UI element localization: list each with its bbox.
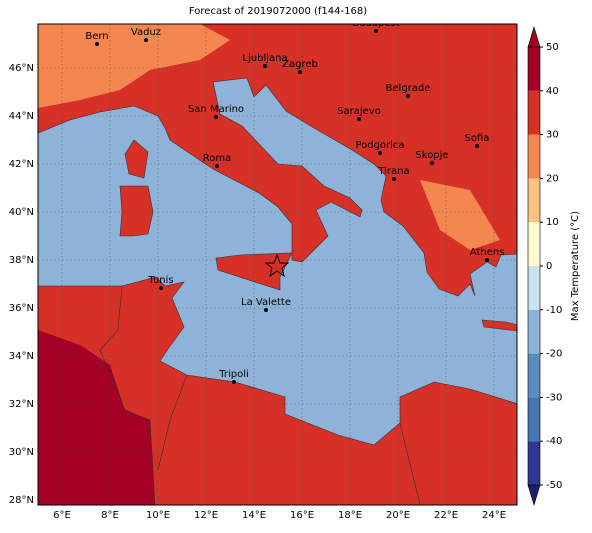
city-dot (298, 70, 302, 74)
y-tick-label: 42°N (9, 159, 34, 170)
x-tick-label: 16°E (290, 510, 314, 521)
colorbar-tick-label: -50 (546, 480, 562, 491)
star-marker (264, 253, 290, 278)
colorbar-label: Max Temperature (°C) (570, 211, 581, 321)
warm-patch (420, 180, 500, 250)
city-label: Sofia (465, 133, 490, 144)
x-tick-label: 14°E (242, 510, 266, 521)
crete (481, 319, 517, 332)
colorbar-band (528, 178, 540, 223)
city-label: La Valette (241, 297, 291, 308)
city-label: Vaduz (131, 27, 161, 38)
colorbar-tick-label: 30 (546, 130, 559, 141)
sardinia (119, 185, 154, 237)
city-dot (215, 164, 219, 168)
map-frame (37, 23, 518, 506)
city-dot (144, 38, 148, 42)
colorbar: -50 -40 -30 -20 -10 0 10 20 30 40 50 Max Temperatur… (527, 25, 581, 507)
colorbar-tick-label: 50 (546, 42, 559, 53)
city-dot (264, 308, 268, 312)
city-dot (232, 380, 236, 384)
city-label: Athens (470, 247, 505, 258)
city-label: Zagreb (282, 59, 318, 70)
y-tick-label: 46°N (9, 63, 34, 74)
y-tick-label: 38°N (9, 255, 34, 266)
x-tick-label: 18°E (338, 510, 362, 521)
city-label: Tunis (147, 275, 173, 286)
y-tick-label: 34°N (9, 351, 34, 362)
y-tick-label: 40°N (9, 207, 34, 218)
x-tick-label: 10°E (146, 510, 170, 521)
city-label: Sarajevo (337, 106, 381, 117)
warm-patch (38, 24, 230, 108)
y-tick-label: 28°N (9, 495, 34, 506)
x-tick-label: 12°E (194, 510, 218, 521)
colorbar-band (528, 441, 540, 485)
city-dot (430, 161, 434, 165)
city-label: Ljubljana (242, 53, 287, 64)
city-dot (392, 177, 396, 181)
colorbar-tick-label: 20 (546, 173, 559, 184)
title: Forecast of 2019072000 (f144-168) (189, 6, 367, 17)
city-dot (357, 117, 361, 121)
colorbar-tick-label: -40 (546, 436, 562, 447)
city-label: Belgrade (386, 83, 431, 94)
city-label: Roma (203, 153, 232, 164)
sicily (215, 252, 293, 291)
city-dot (475, 144, 479, 148)
colorbar-band (528, 309, 540, 354)
city-label: San Marino (188, 104, 244, 115)
city-dot (485, 258, 489, 262)
x-tick-label: 24°E (482, 510, 506, 521)
corsica (124, 139, 149, 179)
colorbar-tick-label: -20 (546, 349, 562, 360)
x-tick-label: 20°E (386, 510, 410, 521)
colorbar-tick-label: 10 (546, 217, 559, 228)
colorbar-tick-label: -30 (546, 392, 562, 403)
x-tick-label: 6°E (53, 510, 71, 521)
city-dot (263, 64, 267, 68)
colorbar-band (528, 47, 540, 91)
colorbar-band (528, 90, 540, 135)
city-dot (214, 115, 218, 119)
colorbar-tick-label: 40 (546, 86, 559, 97)
city-dot (95, 42, 99, 46)
x-tick-label: 22°E (434, 510, 458, 521)
colorbar-band (528, 266, 540, 310)
y-tick-label: 36°N (9, 303, 34, 314)
colorbar-band (528, 397, 540, 442)
city-label: Bern (85, 31, 108, 42)
city-label: Skopje (415, 150, 448, 161)
y-tick-label: 32°N (9, 399, 34, 410)
city-label: Tirana (377, 166, 409, 177)
city-label: Budapest (352, 18, 399, 29)
colorbar-band (528, 353, 540, 398)
city-label: Tripoli (218, 369, 249, 380)
colorbar-tick-label: 0 (546, 261, 552, 272)
colorbar-extend-top (527, 25, 541, 48)
colorbar-band (528, 222, 540, 266)
city-label: Podgorica (355, 140, 404, 151)
colorbar-extend-bottom (527, 484, 541, 507)
y-tick-label: 30°N (9, 447, 34, 458)
city-dot (374, 29, 378, 33)
x-tick-label: 8°E (101, 510, 119, 521)
city-dot (378, 151, 382, 155)
city-dot (159, 286, 163, 290)
hot-region (38, 330, 155, 505)
colorbar-tick-label: -10 (546, 305, 562, 316)
y-tick-label: 44°N (9, 111, 34, 122)
borders (99, 285, 421, 505)
city-dot (406, 94, 410, 98)
colorbar-band (528, 134, 540, 179)
